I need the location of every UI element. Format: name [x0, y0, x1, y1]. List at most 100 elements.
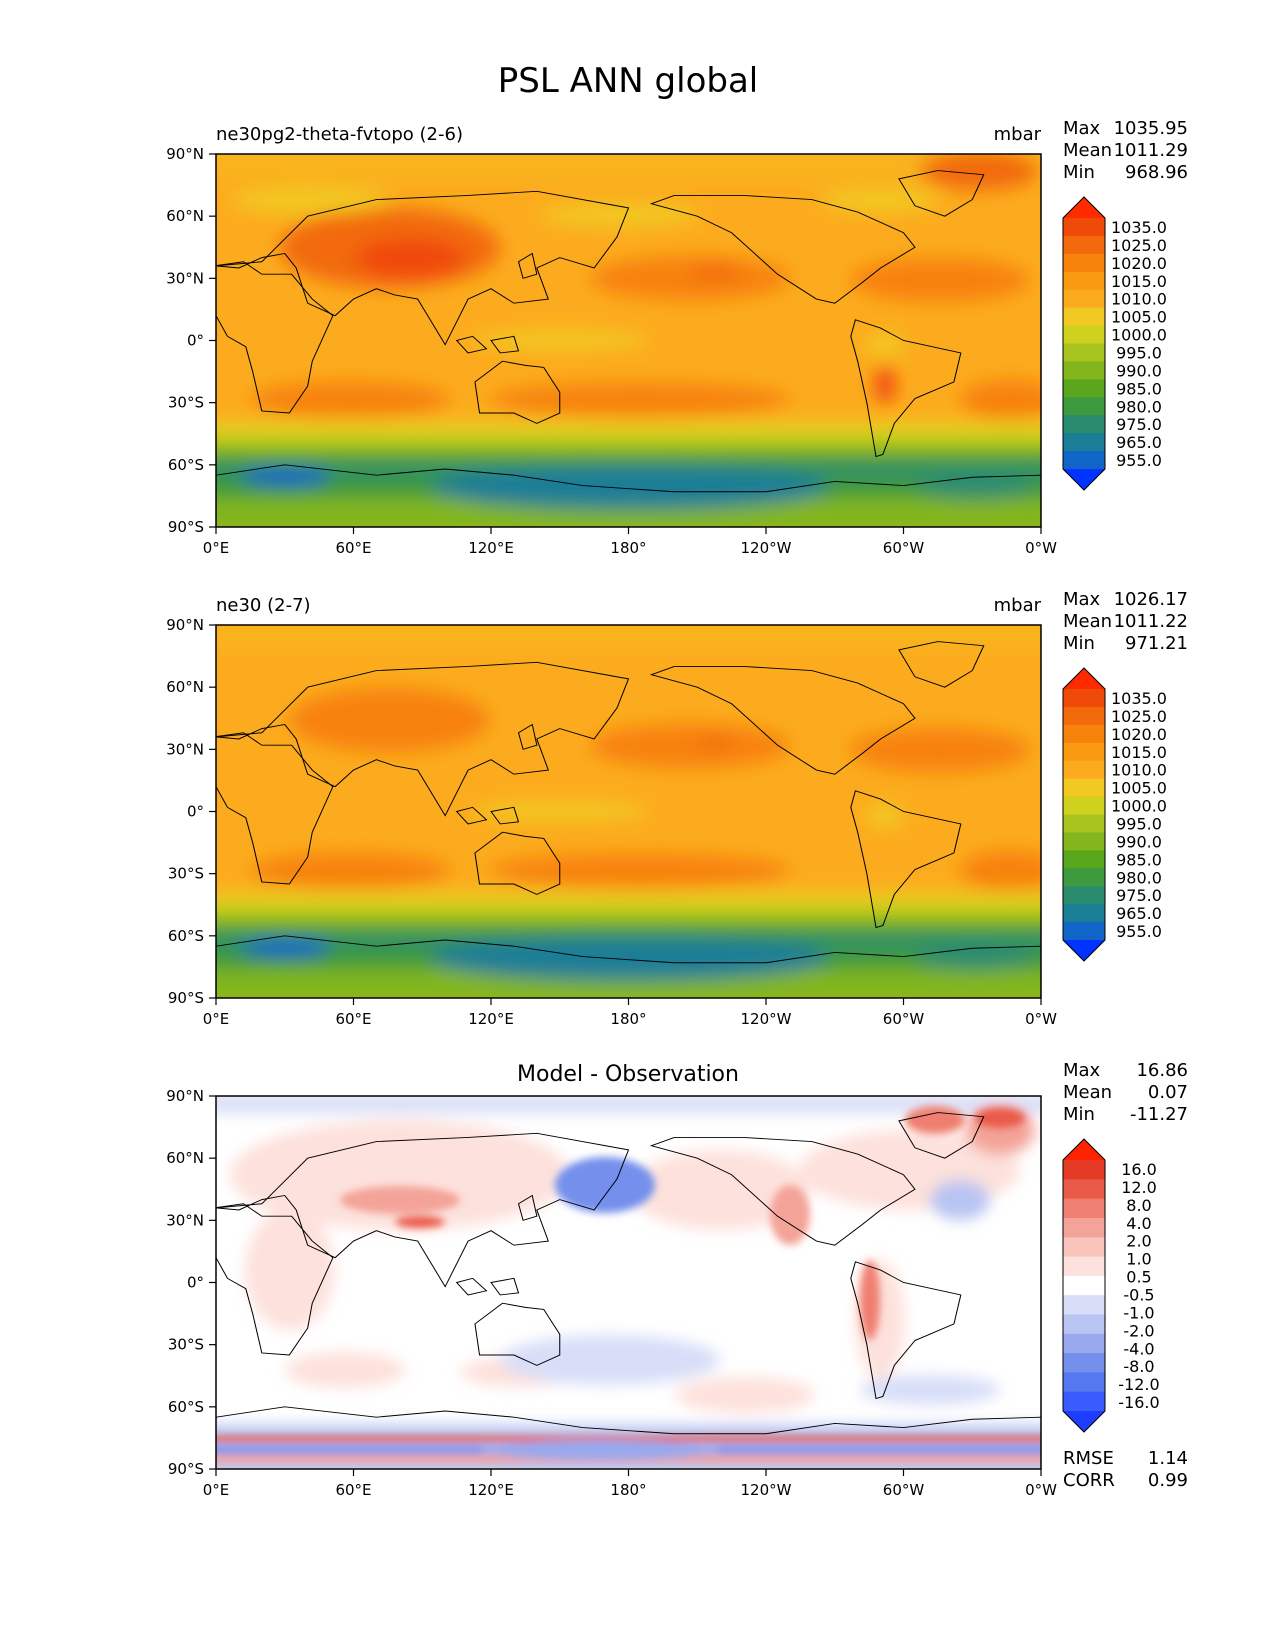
colorbar-label: 1020.0: [1111, 254, 1167, 273]
colorbar-label: 990.0: [1116, 361, 1162, 380]
colorbar-label: -0.5: [1123, 1285, 1154, 1304]
colorbar-label: 1020.0: [1111, 725, 1167, 744]
colorbar-swatch: [1063, 218, 1105, 237]
colorbar-label: 965.0: [1116, 433, 1162, 452]
colorbar-label: 975.0: [1116, 886, 1162, 905]
lat-tick-label: 90°N: [166, 616, 204, 634]
colorbar-label: 1005.0: [1111, 779, 1167, 798]
colorbar-label: 965.0: [1116, 904, 1162, 923]
lat-tick-label: 30°S: [168, 865, 204, 883]
lon-tick-label: 180°: [610, 1010, 646, 1028]
panel-3-min-value: -11.27: [1130, 1104, 1188, 1125]
colorbar-label: 955.0: [1116, 451, 1162, 470]
colorbar-label: -1.0: [1123, 1303, 1154, 1322]
colorbar-label: -16.0: [1118, 1393, 1159, 1412]
lat-tick-label: 90°S: [168, 518, 204, 536]
colorbar-label: 995.0: [1116, 814, 1162, 833]
lat-tick-label: 60°S: [168, 456, 204, 474]
panel-2-map: [216, 625, 1041, 998]
colorbar-swatch: [1063, 235, 1105, 255]
colorbar-extend-min: [1063, 469, 1105, 490]
colorbar-outline: [1062, 1138, 1106, 1433]
panel-2-stats: Max 1026.17 Mean 1011.22 Min 971.21: [1063, 589, 1188, 654]
panel-1-mean-value: 1011.29: [1114, 140, 1188, 161]
colorbar-swatch: [1063, 1198, 1105, 1219]
colorbar-swatch: [1063, 289, 1105, 309]
colorbar-swatch: [1063, 433, 1105, 452]
panel-1-stats: Max 1035.95 Mean 1011.29 Min 968.96: [1063, 118, 1188, 183]
colorbar-swatch: [1063, 760, 1105, 780]
colorbar-label: 1025.0: [1111, 236, 1167, 255]
lat-tick-label: 90°N: [166, 145, 204, 163]
panel-3-stats: Max 16.86 Mean 0.07 Min -11.27: [1063, 1060, 1188, 1125]
colorbar-label: 1035.0: [1111, 218, 1167, 237]
colorbar-label: 1005.0: [1111, 308, 1167, 327]
colorbar-label: 985.0: [1116, 379, 1162, 398]
lat-tick-label: 30°S: [168, 1336, 204, 1354]
colorbar-label: 1025.0: [1111, 707, 1167, 726]
colorbar-swatch: [1063, 1217, 1105, 1238]
panel-1-max-value: 1035.95: [1114, 118, 1188, 139]
colorbar-swatch: [1063, 832, 1105, 851]
colorbar-swatch: [1063, 850, 1105, 869]
lon-tick-label: 120°E: [468, 1481, 514, 1499]
lat-tick-label: 0°: [187, 1274, 204, 1292]
colorbar-swatch: [1063, 1333, 1105, 1354]
lon-tick-label: 120°W: [741, 1481, 792, 1499]
colorbar-label: 955.0: [1116, 922, 1162, 941]
panel-3-min-label: Min: [1063, 1104, 1095, 1125]
rmse-label: RMSE: [1063, 1448, 1114, 1469]
lat-tick-label: 60°N: [166, 678, 204, 696]
colorbar-swatch: [1063, 742, 1105, 762]
panel-3-colorbar: 16.012.08.04.02.01.00.5-0.5-1.0-2.0-4.0-…: [1062, 1138, 1160, 1433]
panel-2-title: ne30 (2-7): [216, 595, 311, 616]
colorbar-extend-max: [1063, 197, 1105, 218]
panel-1-units: mbar: [994, 124, 1042, 145]
colorbar-swatch: [1063, 397, 1105, 416]
lon-tick-label: 180°: [610, 539, 646, 557]
colorbar-swatch: [1063, 706, 1105, 726]
lat-tick-label: 60°N: [166, 207, 204, 225]
colorbar-label: 12.0: [1121, 1178, 1157, 1197]
lat-tick-label: 30°S: [168, 394, 204, 412]
lon-tick-label: 60°W: [883, 539, 925, 557]
lon-tick-label: 0°E: [203, 1010, 230, 1028]
colorbar-label: 1035.0: [1111, 689, 1167, 708]
colorbar-swatch: [1063, 1237, 1105, 1258]
colorbar-swatch: [1063, 325, 1105, 345]
panel-1-map: [216, 154, 1041, 527]
panel-2-max-label: Max: [1063, 589, 1101, 610]
colorbar-label: 1000.0: [1111, 326, 1167, 345]
lat-tick-label: 0°: [187, 332, 204, 350]
lat-tick-label: 60°N: [166, 1149, 204, 1167]
colorbar-label: 985.0: [1116, 850, 1162, 869]
colorbar-label: 1010.0: [1111, 290, 1167, 309]
lon-tick-label: 0°E: [203, 1481, 230, 1499]
panel-1-colorbar: 1035.01025.01020.01015.01010.01005.01000…: [1062, 196, 1167, 491]
colorbar-swatch: [1063, 361, 1105, 380]
colorbar-extend-min: [1063, 1411, 1105, 1432]
panel-1-min-label: Min: [1063, 162, 1095, 183]
colorbar-swatch: [1063, 886, 1105, 905]
panel-3-map: [216, 1096, 1041, 1469]
colorbar-swatch: [1063, 271, 1105, 291]
lon-tick-label: 60°W: [883, 1010, 925, 1028]
colorbar-swatch: [1063, 253, 1105, 273]
colorbar-swatch: [1063, 451, 1105, 470]
colorbar-swatch: [1063, 1314, 1105, 1335]
colorbar-label: 990.0: [1116, 832, 1162, 851]
panel-1: ne30pg2-theta-fvtopo (2-6) mbar Max 1035…: [166, 118, 1188, 557]
lon-tick-label: 0°E: [203, 539, 230, 557]
colorbar-swatch: [1063, 689, 1105, 708]
lat-tick-label: 30°N: [166, 1211, 204, 1229]
lat-tick-label: 90°S: [168, 989, 204, 1007]
colorbar-swatch: [1063, 1275, 1105, 1296]
panel-3-mean-value: 0.07: [1148, 1082, 1188, 1103]
lon-tick-label: 60°E: [335, 539, 371, 557]
panel-2-x-axis: 0°E 60°E 120°E 180° 120°W 60°W 0°W: [203, 998, 1057, 1028]
panel-1-x-axis: 0°E 60°E 120°E 180° 120°W 60°W 0°W: [203, 527, 1057, 557]
panel-3-metrics: RMSE 1.14 CORR 0.99: [1063, 1448, 1188, 1491]
colorbar-label: 8.0: [1126, 1196, 1151, 1215]
colorbar-label: 0.5: [1126, 1268, 1151, 1287]
panel-1-min-value: 968.96: [1125, 162, 1188, 183]
